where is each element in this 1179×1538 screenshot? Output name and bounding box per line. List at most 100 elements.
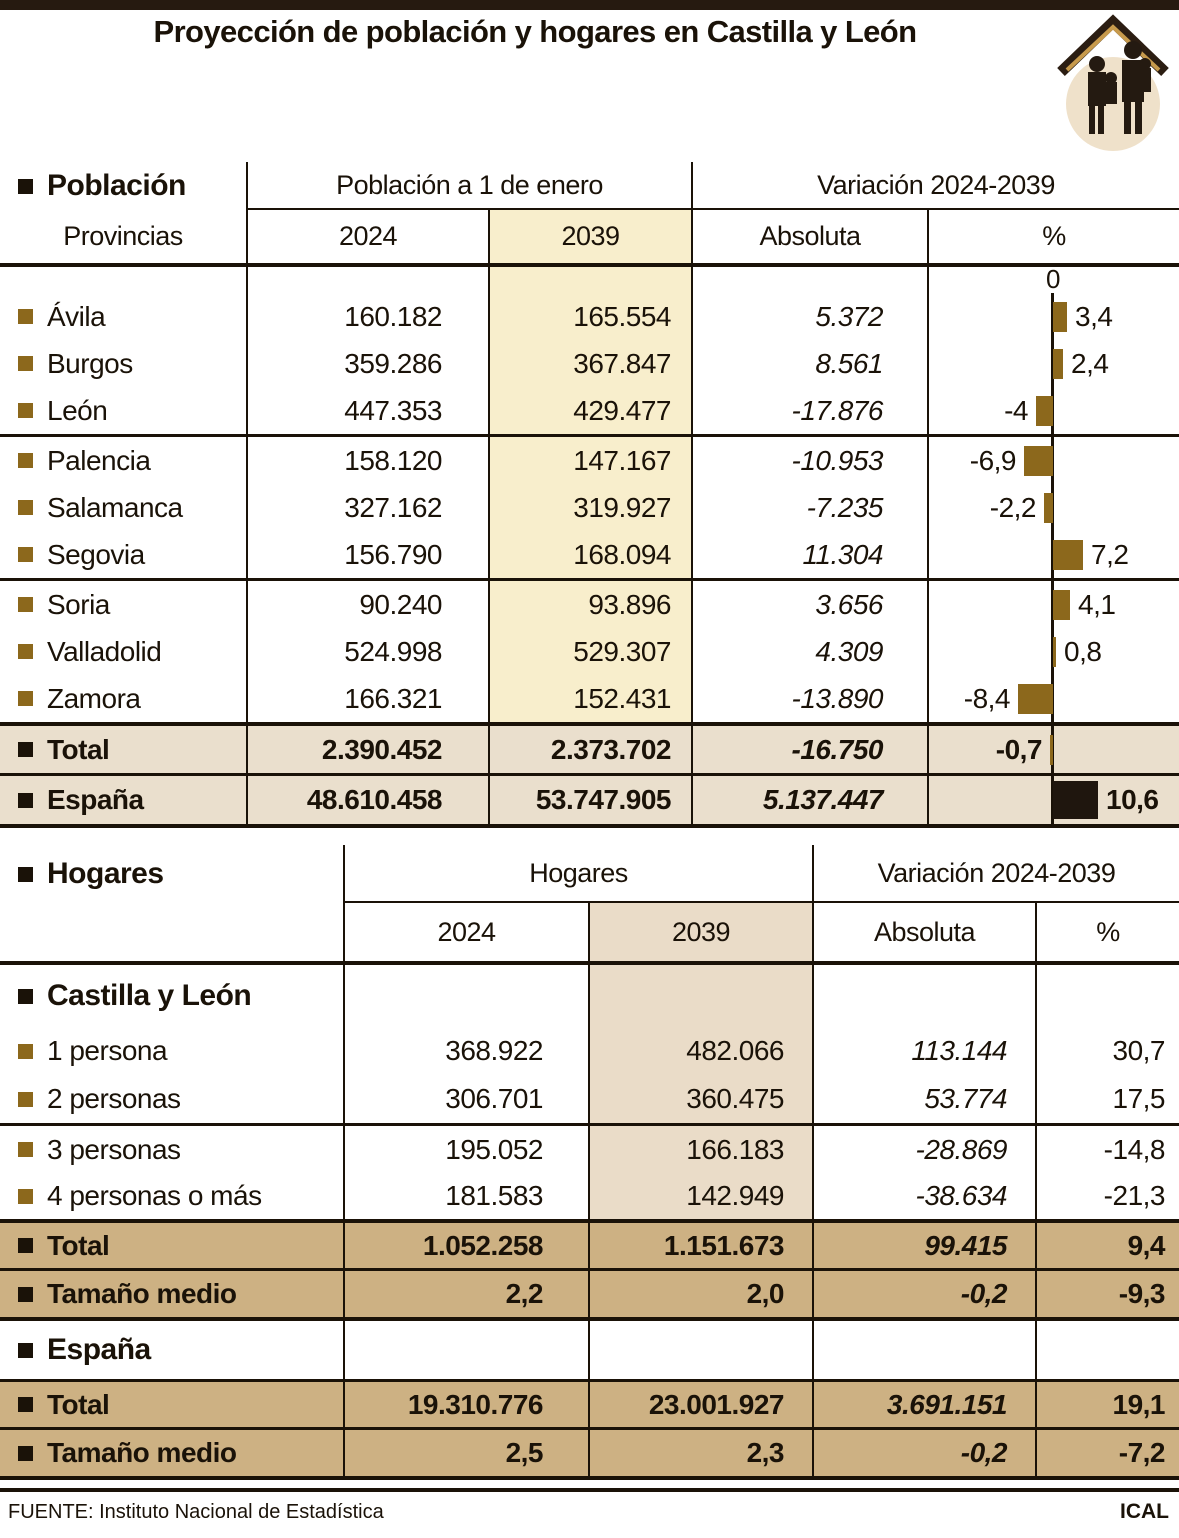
square-bullet-icon <box>18 309 33 324</box>
hog-pct-value: 17,5 <box>1112 1083 1166 1114</box>
table-row-total-poblacion: Total 2.390.452 2.373.702 -16.750 -0,7 <box>0 726 1179 773</box>
divider <box>0 1488 1179 1492</box>
hog-abs-value: 53.774 <box>814 1075 1037 1123</box>
square-bullet-icon <box>18 547 33 562</box>
hog-2024-espana-total: 19.310.776 <box>345 1382 590 1427</box>
footer: FUENTE: Instituto Nacional de Estadístic… <box>0 1500 1179 1524</box>
group-header-poblacion-enero: Población a 1 de enero <box>248 162 693 210</box>
pop-2039-value: 367.847 <box>490 340 693 387</box>
pop-abs-value: -10.953 <box>693 437 929 484</box>
household-size-label: 2 personas <box>47 1083 181 1114</box>
col-header-provincias: Provincias <box>0 210 248 263</box>
hog-2024-total: 1.052.258 <box>345 1223 590 1268</box>
square-bullet-icon <box>18 691 33 706</box>
table-row-4-personas-o-mas: 4 personas o más 181.583 142.949 -38.634… <box>0 1173 1179 1219</box>
poblacion-header-groups: Población Población a 1 de enero Variaci… <box>0 162 1179 210</box>
pop-2024-value: 160.182 <box>248 293 490 340</box>
credit-text: ICAL <box>1120 1500 1169 1523</box>
variation-bar <box>1053 589 1070 620</box>
square-bullet-icon <box>18 453 33 468</box>
table-row-segovia: Segovia 156.790 168.094 11.304 7,2 <box>0 531 1179 578</box>
tamano-medio-label: Tamaño medio <box>47 1437 237 1468</box>
hog-2024-value: 368.922 <box>345 1027 590 1075</box>
square-bullet-icon <box>18 792 33 808</box>
hogares-section-header: Hogares <box>0 845 345 903</box>
table-row-tamano-medio-espana: Tamaño medio 2,5 2,3 -0,2 -7,2 <box>0 1430 1179 1476</box>
poblacion-section-header: Población <box>0 162 248 210</box>
hog-abs-espana-total: 3.691.151 <box>814 1382 1037 1427</box>
hog-2024-value: 195.052 <box>345 1126 590 1173</box>
table-row-valladolid: Valladolid 524.998 529.307 4.309 0,8 <box>0 628 1179 675</box>
province-label: Burgos <box>47 347 133 379</box>
poblacion-column-headers: Provincias 2024 2039 Absoluta % <box>0 210 1179 263</box>
pop-2039-espana: 53.747.905 <box>490 776 693 824</box>
section-label: Población <box>47 169 186 202</box>
variation-bar <box>1036 395 1053 426</box>
divider <box>0 773 1179 776</box>
col-header-2039: 2039 <box>490 210 693 263</box>
variation-pct-value: 4,1 <box>1078 588 1116 620</box>
variation-pct-value: -4 <box>1004 394 1028 426</box>
variation-pct-value: 0,8 <box>1064 635 1102 667</box>
hog-pct-value: -14,8 <box>1103 1133 1166 1165</box>
variation-bar-espana <box>1053 781 1098 819</box>
table-row-palencia: Palencia 158.120 147.167 -10.953 -6,9 <box>0 437 1179 484</box>
pct-bar-cell: 4,1 <box>929 581 1179 628</box>
hog-2039-tamano: 2,0 <box>590 1271 814 1317</box>
hog-2024-value: 306.701 <box>345 1075 590 1123</box>
divider <box>0 1476 1179 1480</box>
square-bullet-icon <box>18 403 33 418</box>
variation-pct-value: 10,6 <box>1106 784 1159 815</box>
col-header-pct: % <box>1042 221 1066 251</box>
family-under-roof-icon <box>1057 14 1169 151</box>
square-bullet-icon <box>18 1397 33 1412</box>
axis-zero-label: 0 <box>1046 264 1060 294</box>
divider <box>0 961 1179 965</box>
pop-2024-value: 327.162 <box>248 484 490 531</box>
zero-axis-line <box>1051 293 1054 340</box>
pct-bar-cell: -6,9 <box>929 437 1179 484</box>
hog-pct-value: 30,7 <box>1112 1035 1166 1066</box>
hog-2039-espana-tamano: 2,3 <box>590 1430 814 1476</box>
province-label: León <box>47 394 108 426</box>
table-row-total-hogares-espana: Total 19.310.776 23.001.927 3.691.151 19… <box>0 1382 1179 1427</box>
total-label: Total <box>47 1229 110 1261</box>
table-row-leon: León 447.353 429.477 -17.876 -4 <box>0 387 1179 434</box>
variation-pct-value: -2,2 <box>989 491 1037 523</box>
household-size-label: 4 personas o más <box>47 1180 262 1211</box>
col-header-absoluta: Absoluta <box>693 210 929 263</box>
hog-pct-espana-total: 19,1 <box>1037 1382 1179 1427</box>
divider <box>0 824 1179 828</box>
variation-pct-value: 3,4 <box>1075 300 1113 332</box>
pop-2024-value: 447.353 <box>248 387 490 434</box>
top-accent-bar <box>0 0 1179 10</box>
pct-bar-cell: -0,7 <box>929 726 1179 773</box>
pct-bar-cell: 2,4 <box>929 340 1179 387</box>
divider <box>0 434 1179 437</box>
variation-bar <box>1053 539 1083 570</box>
province-label: Ávila <box>47 300 106 332</box>
table-row-1-persona: 1 persona 368.922 482.066 113.144 30,7 <box>0 1027 1179 1075</box>
total-label: Total <box>47 1388 110 1420</box>
pct-bar-cell: -4 <box>929 387 1179 434</box>
pop-2039-value: 529.307 <box>490 628 693 675</box>
square-bullet-icon <box>18 178 33 194</box>
table-row-2-personas: 2 personas 306.701 360.475 53.774 17,5 <box>0 1075 1179 1123</box>
pop-abs-value: 3.656 <box>693 581 929 628</box>
divider-gap <box>0 1480 1179 1488</box>
variation-pct-value: 2,4 <box>1071 347 1109 379</box>
hog-abs-tamano: -0,2 <box>814 1271 1037 1317</box>
hog-abs-value: -28.869 <box>814 1126 1037 1173</box>
pop-abs-espana: 5.137.447 <box>693 776 929 824</box>
col-header-2024: 2024 <box>248 210 490 263</box>
group-header-hogares: Hogares <box>345 845 814 903</box>
table-row-zamora: Zamora 166.321 152.431 -13.890 -8,4 <box>0 675 1179 722</box>
variation-bar <box>1050 734 1053 765</box>
pct-bar-cell: 0,8 <box>929 628 1179 675</box>
col-header-absoluta: Absoluta <box>814 903 1037 961</box>
divider <box>0 1123 1179 1126</box>
square-bullet-icon <box>18 597 33 612</box>
divider <box>0 1379 1179 1382</box>
variation-bar <box>1053 348 1063 379</box>
